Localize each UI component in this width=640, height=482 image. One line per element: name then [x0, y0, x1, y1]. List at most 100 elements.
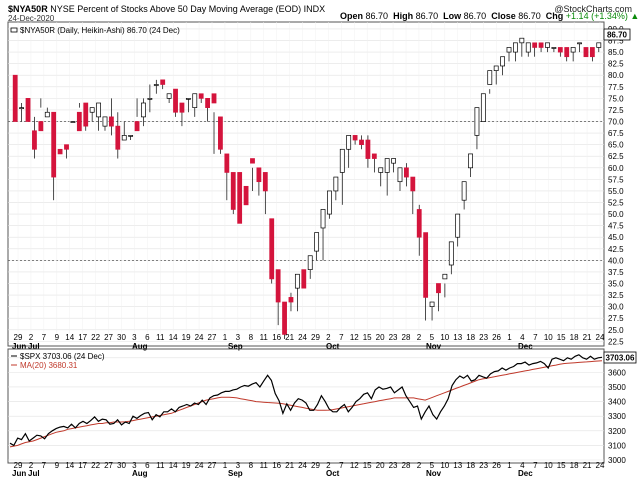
x-tick-label: 7: [339, 461, 344, 470]
candle-down: [57, 148, 63, 155]
candle-down: [179, 102, 185, 113]
main-y-tick-label: 85.0: [608, 48, 624, 57]
main-grid: [8, 22, 604, 342]
x-tick-label: 15: [557, 333, 566, 342]
x-tick-label: 15: [363, 333, 372, 342]
candle-up: [384, 158, 390, 173]
x-tick-label: 28: [402, 461, 411, 470]
x-tick-label: 11: [260, 333, 269, 342]
candle-up: [448, 241, 454, 266]
x-tick-label: 19: [182, 461, 191, 470]
x-tick-label: 19: [182, 333, 191, 342]
x-tick-label: 4: [520, 461, 525, 470]
x-tick-label: 17: [78, 461, 87, 470]
candle-down: [160, 79, 166, 85]
month-label: Dec: [518, 342, 533, 351]
x-tick-label: 2: [417, 461, 422, 470]
x-tick-label: 11: [156, 461, 165, 470]
x-tick-label: 14: [169, 333, 178, 342]
x-tick-label: 12: [350, 333, 359, 342]
x-tick-label: 10: [440, 333, 449, 342]
main-legend-swatch: [10, 27, 18, 33]
candle-up: [314, 232, 320, 252]
month-label: Oct: [326, 469, 340, 478]
candle-down: [275, 269, 281, 303]
x-tick-label: 29: [14, 461, 23, 470]
candle-down: [589, 47, 595, 58]
candle-up: [461, 181, 467, 201]
x-tick-label: 28: [402, 333, 411, 342]
candle-up: [121, 135, 127, 141]
candle-down: [256, 167, 262, 183]
month-label: Jun: [12, 342, 26, 351]
x-tick-label: 24: [298, 461, 307, 470]
main-last-value-text: 86.70: [607, 31, 628, 40]
x-tick-label: 1: [223, 461, 228, 470]
lower-y-tick-label: 3400: [608, 398, 626, 407]
main-y-tick-label: 87.5: [608, 37, 624, 46]
x-tick-label: 2: [326, 333, 331, 342]
main-y-tick-label: 70.0: [608, 118, 624, 127]
candle-up: [596, 42, 602, 48]
main-y-tick-label: 30.0: [608, 303, 624, 312]
chg-up-arrow-icon: ▲: [630, 11, 640, 21]
x-tick-label: 14: [65, 461, 74, 470]
candle-down: [532, 42, 538, 48]
x-tick-label: 6: [145, 461, 150, 470]
lower-y-tick-label: 3200: [608, 427, 626, 436]
month-label: Jun: [12, 469, 26, 478]
x-tick-label: 7: [42, 333, 47, 342]
candle-down: [404, 167, 409, 178]
x-tick-label: 23: [479, 333, 488, 342]
spx-legend-text: $SPX 3703.06 (24 Dec): [20, 352, 105, 361]
symbol-label: $NYA50R: [8, 4, 48, 14]
low-value: 86.70: [463, 11, 487, 21]
candle-up: [577, 42, 582, 45]
month-label: Jul: [28, 342, 40, 351]
candle-up: [455, 213, 461, 238]
candle-down: [250, 158, 255, 164]
chart-date: 24-Dec-2020: [8, 14, 55, 23]
lower-y-tick-label: 3000: [608, 456, 626, 465]
x-tick-label: 20: [376, 333, 385, 342]
candle-up: [346, 135, 352, 150]
main-y-tick-label: 52.5: [608, 199, 624, 208]
candle-down: [538, 42, 544, 48]
x-tick-label: 30: [117, 333, 126, 342]
candle-down: [12, 74, 18, 122]
candle-up: [70, 121, 76, 123]
main-y-tick-label: 50.0: [608, 210, 624, 219]
x-tick-label: 18: [466, 461, 475, 470]
x-tick-label: 3: [132, 333, 137, 342]
chg-value: +1.14 (+1.34%): [565, 11, 628, 21]
x-tick-label: 27: [104, 461, 113, 470]
candles: [12, 37, 602, 340]
candle-down: [410, 176, 416, 192]
month-label: Aug: [132, 469, 148, 478]
candle-down: [134, 121, 140, 132]
candle-up: [19, 107, 25, 109]
candle-up: [185, 98, 191, 100]
main-y-tick-label: 77.5: [608, 83, 624, 92]
main-y-tick-label: 35.0: [608, 280, 624, 289]
x-tick-label: 11: [260, 461, 269, 470]
candle-down: [583, 47, 589, 58]
candle-down: [224, 153, 230, 173]
candle-up: [339, 148, 345, 173]
main-y-tick-label: 32.5: [608, 291, 624, 300]
main-y-tick-label: 55.0: [608, 187, 624, 196]
main-y-tick-label: 65.0: [608, 141, 624, 150]
candle-up: [429, 301, 435, 308]
x-tick-label: 10: [544, 461, 553, 470]
x-tick-label: 17: [78, 333, 87, 342]
main-y-tick-label: 22.5: [608, 337, 624, 346]
main-y-tick-label: 37.5: [608, 268, 624, 277]
x-tick-label: 21: [285, 461, 294, 470]
x-tick-label: 29: [311, 333, 320, 342]
main-panel-frame: [7, 21, 605, 347]
main-y-tick-label: 45.0: [608, 233, 624, 242]
candle-up: [506, 47, 512, 53]
candle-down: [115, 125, 121, 150]
candle-down: [173, 88, 178, 113]
